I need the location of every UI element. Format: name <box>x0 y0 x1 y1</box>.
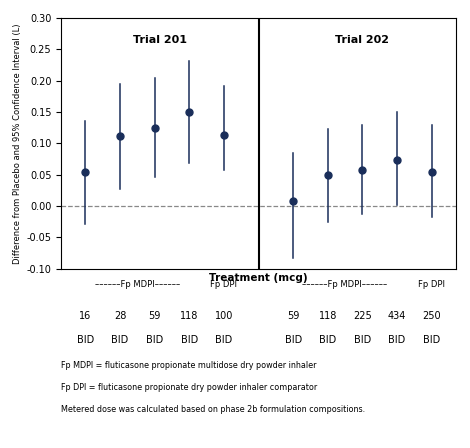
Text: Trial 202: Trial 202 <box>336 35 389 46</box>
Y-axis label: Difference from Placebo and 95% Confidence Interval (L): Difference from Placebo and 95% Confiden… <box>13 23 22 263</box>
Text: Fp DPI: Fp DPI <box>418 280 445 289</box>
Text: ––––––Fp MDPI––––––: ––––––Fp MDPI–––––– <box>303 280 388 289</box>
Text: BID: BID <box>77 336 94 345</box>
Text: Fp MDPI = fluticasone propionate multidose dry powder inhaler: Fp MDPI = fluticasone propionate multido… <box>61 361 317 370</box>
Text: 250: 250 <box>423 311 441 321</box>
Text: 59: 59 <box>149 311 161 321</box>
Text: 118: 118 <box>319 311 337 321</box>
Text: BID: BID <box>111 336 129 345</box>
Text: 434: 434 <box>388 311 406 321</box>
Text: BID: BID <box>146 336 163 345</box>
Text: 16: 16 <box>79 311 92 321</box>
Text: 225: 225 <box>353 311 372 321</box>
Text: ––––––Fp MDPI––––––: ––––––Fp MDPI–––––– <box>94 280 180 289</box>
Text: 100: 100 <box>215 311 233 321</box>
Text: Fp DPI = fluticasone propionate dry powder inhaler comparator: Fp DPI = fluticasone propionate dry powd… <box>61 383 317 392</box>
Text: BID: BID <box>388 336 406 345</box>
Text: Metered dose was calculated based on phase 2b formulation compositions.: Metered dose was calculated based on pha… <box>61 405 365 414</box>
Text: 118: 118 <box>180 311 198 321</box>
Text: 59: 59 <box>287 311 299 321</box>
Text: BID: BID <box>215 336 233 345</box>
Text: Fp DPI: Fp DPI <box>211 280 237 289</box>
Text: BID: BID <box>180 336 198 345</box>
Text: BID: BID <box>354 336 371 345</box>
X-axis label: Treatment (mcg): Treatment (mcg) <box>209 273 308 283</box>
Text: BID: BID <box>423 336 440 345</box>
Text: BID: BID <box>284 336 302 345</box>
Text: BID: BID <box>319 336 337 345</box>
Text: Trial 201: Trial 201 <box>133 35 187 46</box>
Text: 28: 28 <box>114 311 126 321</box>
